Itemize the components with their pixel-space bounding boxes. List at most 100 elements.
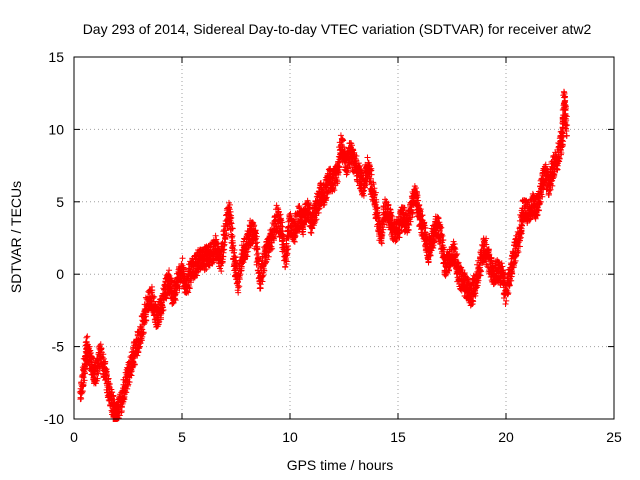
data-point — [223, 230, 230, 237]
data-point — [307, 229, 314, 236]
data-point — [109, 389, 116, 396]
data-point — [259, 255, 266, 262]
data-point — [364, 154, 371, 161]
data-point — [270, 237, 277, 244]
data-point — [140, 330, 147, 337]
data-point — [179, 255, 186, 262]
data-point — [301, 221, 308, 228]
x-tick-label: 15 — [390, 429, 406, 445]
data-point — [128, 349, 135, 356]
data-point — [308, 230, 315, 237]
data-point — [103, 366, 110, 373]
data-point — [259, 278, 266, 285]
data-point — [244, 248, 251, 255]
data-point — [84, 333, 91, 340]
data-point — [131, 361, 138, 368]
data-point — [221, 246, 228, 253]
data-point — [123, 389, 130, 396]
data-point — [252, 229, 259, 236]
axes — [73, 56, 615, 420]
data-point — [166, 267, 173, 274]
data-point — [118, 404, 125, 411]
data-point — [108, 386, 115, 393]
data-point — [283, 240, 290, 247]
data-point — [126, 379, 133, 386]
x-tick-label: 0 — [70, 429, 78, 445]
data-point — [127, 369, 134, 376]
data-point — [279, 238, 286, 245]
data-point — [228, 220, 235, 227]
data-point — [124, 385, 131, 392]
y-tick-label: -10 — [44, 411, 64, 427]
data-point — [136, 343, 143, 350]
data-point — [168, 284, 175, 291]
data-point — [254, 246, 261, 253]
data-point — [183, 288, 190, 295]
data-point — [78, 388, 85, 395]
data-point — [230, 242, 237, 249]
data-point — [110, 392, 117, 399]
data-point — [115, 415, 122, 422]
data-point — [250, 223, 257, 230]
data-point — [80, 374, 87, 381]
data-point — [259, 273, 266, 280]
data-point — [228, 214, 235, 221]
data-point — [296, 204, 303, 211]
data-point — [169, 300, 176, 307]
data-point — [137, 340, 144, 347]
data-point — [160, 306, 167, 313]
data-point — [243, 249, 250, 256]
data-point — [282, 263, 289, 270]
data-point — [121, 393, 128, 400]
grid — [74, 57, 614, 419]
y-tick-label: 5 — [56, 194, 64, 210]
data-point — [80, 379, 87, 386]
data-point — [279, 223, 286, 230]
data-point — [173, 289, 180, 296]
data-point — [158, 301, 165, 308]
x-tick-label: 25 — [606, 429, 622, 445]
data-point — [236, 276, 243, 283]
y-tick-label: -5 — [52, 339, 65, 355]
x-tick-label: 10 — [282, 429, 298, 445]
data-point — [106, 381, 113, 388]
data-point — [187, 276, 194, 283]
data-point — [273, 202, 280, 209]
data-point — [231, 246, 238, 253]
data-point — [218, 268, 225, 275]
data-point — [269, 245, 276, 252]
data-point — [305, 199, 312, 206]
data-point — [78, 395, 85, 402]
data-point — [139, 333, 146, 340]
data-point — [226, 206, 233, 213]
data-point — [284, 250, 291, 257]
data-point — [142, 311, 149, 318]
data-point — [186, 284, 193, 291]
data-point — [185, 289, 192, 296]
data-point — [261, 267, 268, 274]
data-point — [118, 409, 125, 416]
x-axis-label: GPS time / hours — [287, 457, 394, 473]
y-axis-label: SDTVAR / TECUs — [8, 181, 24, 293]
x-tick-label: 5 — [178, 429, 186, 445]
data-point — [231, 253, 238, 260]
data-point — [285, 245, 292, 252]
data-point — [149, 287, 156, 294]
data-point — [235, 284, 242, 291]
data-point — [79, 383, 86, 390]
plot-border — [73, 56, 615, 420]
y-tick-label: 15 — [48, 49, 64, 65]
data-point — [157, 314, 164, 321]
y-tick-label: 10 — [48, 121, 64, 137]
data-point — [237, 271, 244, 278]
data-point — [155, 319, 162, 326]
data-point — [217, 265, 224, 272]
data-point — [81, 377, 88, 384]
data-point — [150, 295, 157, 302]
data-series-sdtvar — [76, 88, 571, 422]
data-point — [212, 232, 219, 239]
y-tick-label: 0 — [56, 266, 64, 282]
data-point — [254, 255, 261, 262]
chart-title: Day 293 of 2014, Sidereal Day-to-day VTE… — [83, 21, 592, 37]
